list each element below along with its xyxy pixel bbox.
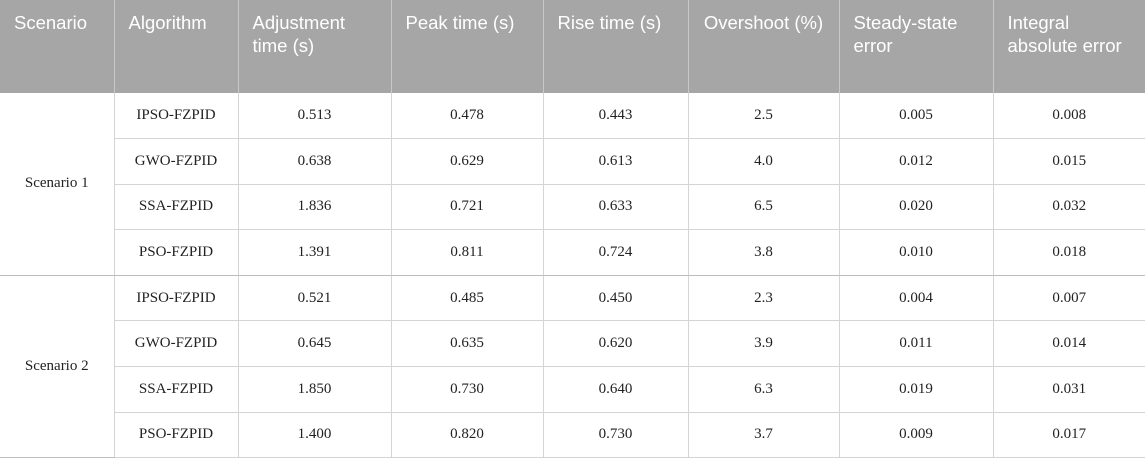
rise-time-cell: 0.620: [542, 320, 688, 368]
overshoot-cell: 6.3: [687, 366, 839, 413]
header-scenario: Scenario: [0, 0, 114, 93]
table-row: Scenario 2 IPSO-FZPID 0.521 0.485 0.450 …: [0, 275, 1145, 458]
rise-time-cell: 0.724: [542, 229, 688, 276]
table-row: SSA-FZPID 1.836 0.721 0.633 6.5 0.020 0.…: [0, 184, 1145, 231]
header-overshoot: Overshoot (%): [687, 0, 839, 93]
header-row: Scenario Algorithm Adjustment time (s) P…: [0, 0, 1145, 93]
peak-time-cell: 0.721: [390, 184, 543, 231]
integral-absolute-error-cell: 0.014: [992, 320, 1145, 368]
rise-time-cell: 0.613: [542, 138, 688, 185]
algorithm-cell: SSA-FZPID: [113, 366, 238, 413]
overshoot-cell: 2.5: [687, 93, 839, 140]
table-row: PSO-FZPID 1.391 0.811 0.724 3.8 0.010 0.…: [0, 229, 1145, 276]
overshoot-cell: 2.3: [687, 275, 839, 322]
steady-state-error-cell: 0.019: [838, 366, 993, 413]
header-steady-state-error: Steady-state error: [838, 0, 993, 93]
adjustment-time-cell: 0.513: [237, 93, 391, 140]
peak-time-cell: 0.629: [390, 138, 543, 185]
integral-absolute-error-cell: 0.007: [992, 275, 1145, 322]
header-peak-time: Peak time (s): [390, 0, 543, 93]
table-row: SSA-FZPID 1.850 0.730 0.640 6.3 0.019 0.…: [0, 366, 1145, 413]
integral-absolute-error-cell: 0.031: [992, 366, 1145, 413]
adjustment-time-cell: 1.400: [237, 412, 391, 458]
peak-time-cell: 0.635: [390, 320, 543, 368]
algorithm-cell: PSO-FZPID: [113, 229, 238, 276]
peak-time-cell: 0.820: [390, 412, 543, 458]
algorithm-cell: IPSO-FZPID: [113, 275, 238, 322]
adjustment-time-cell: 0.638: [237, 138, 391, 185]
algorithm-cell: GWO-FZPID: [113, 138, 238, 185]
integral-absolute-error-cell: 0.032: [992, 184, 1145, 231]
peak-time-cell: 0.478: [390, 93, 543, 140]
peak-time-cell: 0.811: [390, 229, 543, 276]
integral-absolute-error-cell: 0.008: [992, 93, 1145, 140]
table-row: GWO-FZPID 0.645 0.635 0.620 3.9 0.011 0.…: [0, 320, 1145, 368]
adjustment-time-cell: 1.850: [237, 366, 391, 413]
algorithm-cell: GWO-FZPID: [113, 320, 238, 368]
scenario-cell: Scenario 1: [0, 93, 114, 276]
adjustment-time-cell: 1.391: [237, 229, 391, 276]
steady-state-error-cell: 0.004: [838, 275, 993, 322]
overshoot-cell: 6.5: [687, 184, 839, 231]
overshoot-cell: 4.0: [687, 138, 839, 185]
adjustment-time-cell: 1.836: [237, 184, 391, 231]
table-row: Scenario 1 IPSO-FZPID 0.513 0.478 0.443 …: [0, 93, 1145, 276]
overshoot-cell: 3.9: [687, 320, 839, 368]
algorithm-cell: IPSO-FZPID: [113, 93, 238, 140]
steady-state-error-cell: 0.010: [838, 229, 993, 276]
scenario-cell: Scenario 2: [0, 275, 114, 458]
rise-time-cell: 0.633: [542, 184, 688, 231]
peak-time-cell: 0.485: [390, 275, 543, 322]
rise-time-cell: 0.450: [542, 275, 688, 322]
table-row: GWO-FZPID 0.638 0.629 0.613 4.0 0.012 0.…: [0, 138, 1145, 185]
algorithm-cell: PSO-FZPID: [113, 412, 238, 458]
peak-time-cell: 0.730: [390, 366, 543, 413]
steady-state-error-cell: 0.020: [838, 184, 993, 231]
adjustment-time-cell: 0.645: [237, 320, 391, 368]
steady-state-error-cell: 0.011: [838, 320, 993, 368]
header-integral-absolute-error: Integral absolute error: [992, 0, 1145, 93]
steady-state-error-cell: 0.005: [838, 93, 993, 140]
integral-absolute-error-cell: 0.018: [992, 229, 1145, 276]
algorithm-cell: SSA-FZPID: [113, 184, 238, 231]
table-row: PSO-FZPID 1.400 0.820 0.730 3.7 0.009 0.…: [0, 412, 1145, 458]
overshoot-cell: 3.8: [687, 229, 839, 276]
header-adjustment-time: Adjustment time (s): [237, 0, 391, 93]
integral-absolute-error-cell: 0.015: [992, 138, 1145, 185]
header-algorithm: Algorithm: [113, 0, 238, 93]
rise-time-cell: 0.730: [542, 412, 688, 458]
integral-absolute-error-cell: 0.017: [992, 412, 1145, 458]
header-rise-time: Rise time (s): [542, 0, 688, 93]
rise-time-cell: 0.443: [542, 93, 688, 140]
overshoot-cell: 3.7: [687, 412, 839, 458]
rise-time-cell: 0.640: [542, 366, 688, 413]
steady-state-error-cell: 0.009: [838, 412, 993, 458]
adjustment-time-cell: 0.521: [237, 275, 391, 322]
steady-state-error-cell: 0.012: [838, 138, 993, 185]
